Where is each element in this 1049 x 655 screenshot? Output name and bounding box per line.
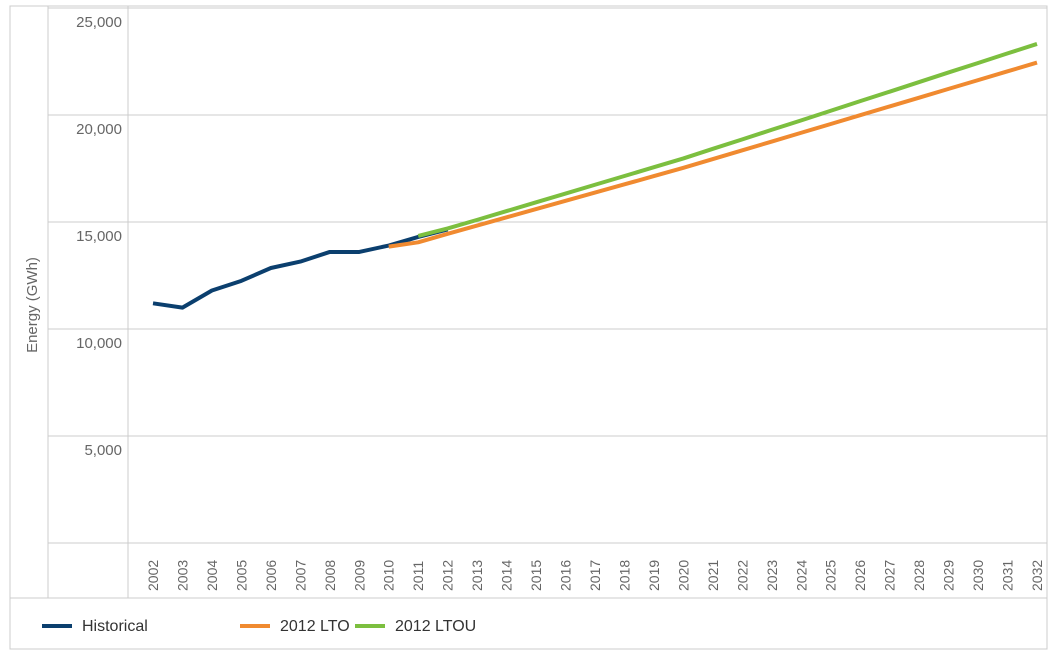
x-tick-label: 2027: [882, 560, 898, 591]
y-tick-label: 20,000: [76, 121, 122, 138]
x-tick-label: 2008: [322, 560, 338, 591]
series-line: [417, 42, 1038, 238]
x-tick-label: 2017: [587, 560, 603, 591]
x-tick-label: 2019: [646, 560, 662, 591]
x-tick-label: 2020: [675, 560, 691, 591]
x-tick-label: 2021: [705, 560, 721, 591]
x-tick-label: 2011: [410, 561, 426, 591]
y-tick-label: 25,000: [76, 14, 122, 31]
x-tick-label: 2025: [823, 560, 839, 591]
legend-label: 2012 LTO: [280, 618, 350, 635]
x-tick-label: 2023: [764, 560, 780, 591]
x-tick-label: 2010: [381, 560, 397, 591]
x-tick-label: 2012: [440, 560, 456, 591]
x-tick-label: 2003: [174, 560, 190, 591]
x-tick-label: 2002: [145, 560, 161, 591]
x-tick-label: 2013: [469, 560, 485, 591]
legend-label: 2012 LTOU: [395, 618, 476, 635]
x-tick-label: 2009: [351, 560, 367, 591]
x-tick-label: 2028: [911, 560, 927, 591]
x-tick-label: 2016: [558, 560, 574, 591]
y-tick-label: 15,000: [76, 228, 122, 245]
x-tick-label: 2022: [734, 560, 750, 591]
x-tick-label: 2004: [204, 560, 220, 591]
x-tick-label: 2015: [528, 560, 544, 591]
legend-label: Historical: [82, 618, 148, 635]
series-line: [388, 60, 1038, 249]
y-tick-label: 5,000: [84, 442, 122, 459]
x-tick-label: 2018: [616, 560, 632, 591]
x-tick-label: 2029: [941, 560, 957, 591]
series-line: [152, 227, 449, 310]
x-tick-label: 2026: [852, 560, 868, 591]
x-tick-label: 2031: [1000, 560, 1016, 591]
x-tick-label: 2030: [970, 560, 986, 591]
x-tick-label: 2032: [1029, 560, 1045, 591]
x-tick-label: 2007: [292, 560, 308, 591]
y-axis-label: Energy (GWh): [24, 257, 41, 353]
x-tick-label: 2006: [263, 560, 279, 591]
x-tick-label: 2024: [793, 560, 809, 591]
frame: [9, 5, 1048, 650]
y-tick-label: 10,000: [76, 335, 122, 352]
x-tick-label: 2005: [233, 560, 249, 591]
x-tick-label: 2014: [499, 560, 515, 591]
